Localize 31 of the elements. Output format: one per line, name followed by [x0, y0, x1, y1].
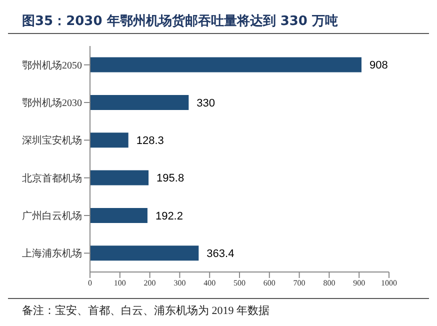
data-label: 363.4	[206, 248, 234, 260]
x-tick-label: 900	[353, 278, 366, 288]
bar	[90, 132, 128, 148]
y-tick-label: 深圳宝安机场	[22, 134, 82, 147]
data-label: 192.2	[155, 210, 183, 222]
bar	[90, 94, 189, 110]
x-tick-label: 0	[88, 278, 92, 288]
x-tick-label: 500	[234, 278, 246, 288]
x-tick-label: 200	[144, 278, 156, 288]
x-tick-label: 300	[174, 278, 186, 288]
x-tick-label: 700	[293, 278, 306, 288]
x-tick-label: 400	[204, 278, 216, 288]
y-tick-label: 北京首都机场	[22, 172, 82, 184]
x-tick-label: 100	[114, 278, 126, 288]
data-label: 908	[369, 60, 388, 72]
data-label: 128.3	[136, 135, 164, 148]
bar	[90, 57, 362, 72]
y-tick-label: 广州白云机场	[22, 210, 82, 222]
bar	[90, 170, 149, 186]
data-label: 330	[196, 97, 216, 110]
x-tick-label: 600	[263, 278, 276, 288]
chart-title: 图35：2030 年鄂州机场货邮吞吐量将达到 330 万吨	[8, 8, 429, 34]
x-tick-label: 800	[323, 278, 336, 288]
y-tick-label: 上海浦东机场	[22, 248, 82, 260]
bar	[90, 208, 148, 223]
x-tick-label: 1000	[381, 278, 397, 288]
data-label: 195.8	[156, 172, 184, 185]
y-tick-label: 鄂州机场2050	[22, 59, 82, 72]
y-tick-label: 鄂州机场2030	[22, 97, 82, 110]
bar	[90, 246, 199, 261]
text: 备注：宝安、首都、白云、浦东机场为 2019 年数据	[22, 304, 270, 318]
